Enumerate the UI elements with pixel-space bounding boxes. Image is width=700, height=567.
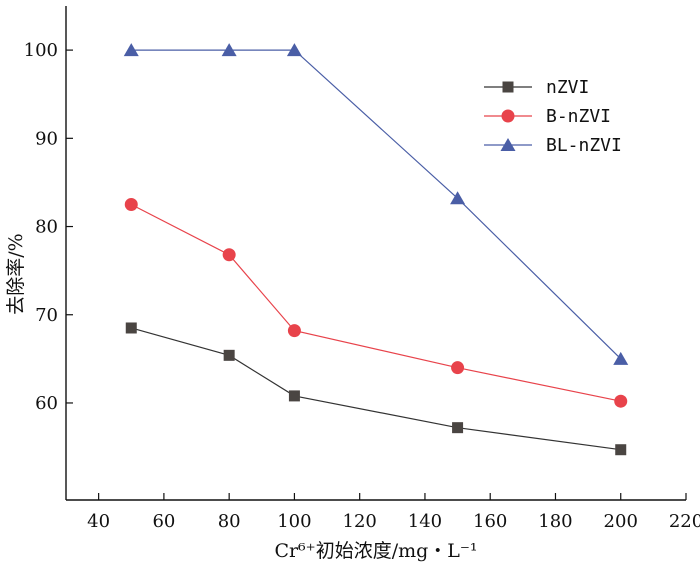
series-bl-nzvi	[123, 43, 629, 365]
y-tick-label: 80	[35, 217, 58, 238]
y-tick-label: 70	[35, 305, 58, 326]
x-tick-label: 180	[538, 511, 572, 532]
data-point	[614, 394, 628, 408]
y-axis-title: 去除率/%	[5, 233, 27, 314]
series-layer	[123, 43, 629, 456]
x-tick-label: 140	[408, 511, 442, 532]
data-point	[125, 322, 137, 334]
data-point	[451, 361, 465, 375]
series-line	[130, 203, 621, 402]
series-b-nzvi	[124, 197, 628, 408]
axes: 40 60 80 100 120 140 160 180 200 220 60 70 80 90 100	[24, 6, 700, 532]
y-tick-label: 90	[35, 128, 58, 149]
data-point	[452, 422, 464, 434]
data-point	[450, 191, 466, 205]
legend: nZVI B-nZVI BL-nZVI	[484, 77, 622, 156]
x-tick-label: 40	[87, 511, 110, 532]
legend-marker	[502, 81, 514, 93]
x-tick-label: 80	[218, 511, 241, 532]
data-point	[223, 349, 235, 361]
data-point	[124, 197, 138, 211]
legend-label: nZVI	[546, 77, 589, 98]
x-tick-label: 100	[277, 511, 311, 532]
data-point	[287, 324, 301, 338]
series-line	[131, 327, 621, 451]
legend-item: nZVI	[484, 77, 589, 98]
legend-marker	[500, 138, 516, 151]
x-tick-label: 160	[473, 511, 507, 532]
legend-label: BL-nZVI	[546, 135, 622, 156]
legend-item: B-nZVI	[484, 106, 611, 127]
data-point	[615, 444, 627, 456]
data-point	[221, 43, 237, 57]
legend-label: B-nZVI	[546, 106, 611, 127]
data-point	[222, 248, 236, 262]
x-tick-label: 220	[669, 511, 700, 532]
x-tick-label: 200	[604, 511, 638, 532]
x-axis-title: Cr⁶⁺初始浓度/mg・L⁻¹	[274, 540, 477, 562]
y-tick-label: 60	[35, 393, 58, 414]
data-point	[123, 43, 139, 57]
legend-item: BL-nZVI	[484, 135, 622, 156]
data-point	[286, 43, 302, 57]
y-tick-label: 100	[24, 40, 58, 61]
x-tick-label: 120	[343, 511, 377, 532]
legend-marker	[501, 109, 515, 123]
x-tick-label: 60	[152, 511, 175, 532]
data-point	[613, 351, 629, 365]
data-point	[288, 390, 300, 402]
series-nzvi	[125, 322, 627, 456]
